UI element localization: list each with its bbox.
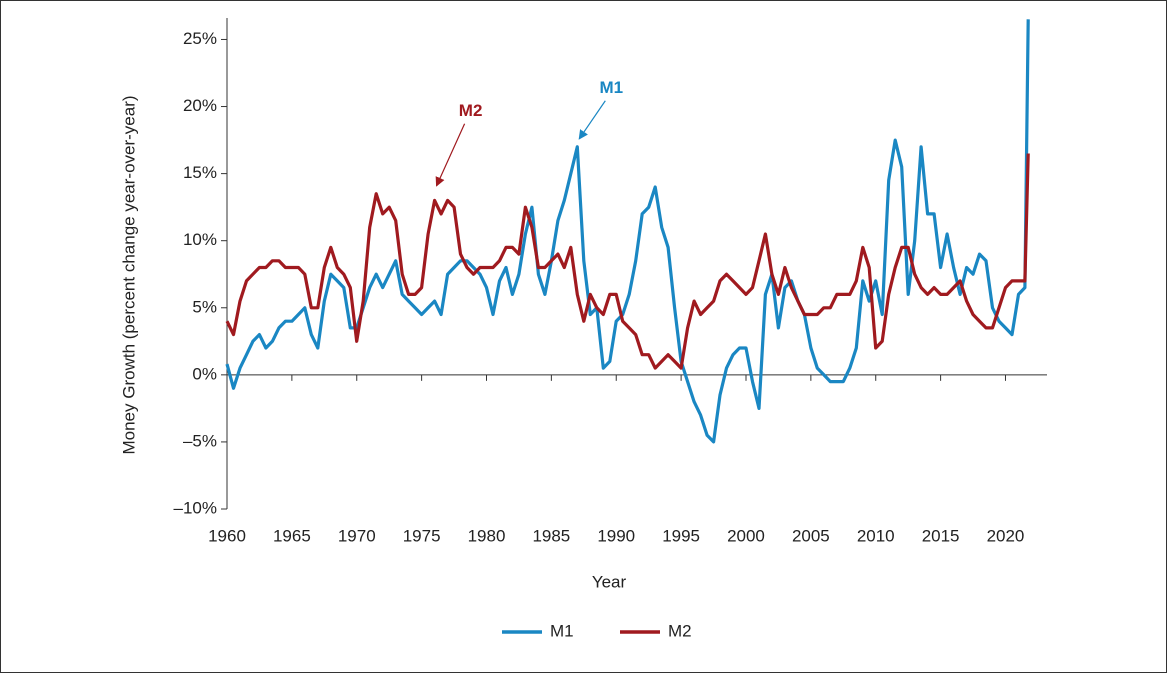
y-tick-label: 10%: [183, 230, 217, 249]
x-tick-label: 2005: [792, 526, 830, 545]
x-tick-label: 1990: [597, 526, 635, 545]
x-axis-label: Year: [592, 572, 627, 591]
y-tick-label: 15%: [183, 163, 217, 182]
series-line: [225, 153, 1030, 370]
y-axis-label: Money Growth (percent change year-over-y…: [119, 95, 138, 454]
y-tick-label: –10%: [174, 498, 217, 517]
x-tick-label: 1995: [662, 526, 700, 545]
x-tick-label: 1985: [532, 526, 570, 545]
legend-label: M1: [550, 621, 574, 640]
y-tick-label: 5%: [192, 297, 217, 316]
x-tick-label: 2000: [727, 526, 765, 545]
annotation-arrow: [435, 123, 466, 187]
x-tick-label: 2020: [987, 526, 1025, 545]
annotation: M2: [459, 101, 483, 120]
x-tick-label: 2015: [922, 526, 960, 545]
x-tick-label: 1975: [403, 526, 441, 545]
y-tick-label: 25%: [183, 29, 217, 48]
x-tick-label: 1980: [468, 526, 506, 545]
y-tick-label: –5%: [183, 431, 217, 450]
x-tick-label: 2010: [857, 526, 895, 545]
x-tick-label: 1960: [208, 526, 246, 545]
y-tick-label: 20%: [183, 96, 217, 115]
legend-label: M2: [668, 621, 692, 640]
x-tick-label: 1965: [273, 526, 311, 545]
annotation-arrow: [578, 100, 606, 140]
y-tick-label: 0%: [192, 364, 217, 383]
x-tick-label: 1970: [338, 526, 376, 545]
annotation: M1: [600, 78, 624, 97]
